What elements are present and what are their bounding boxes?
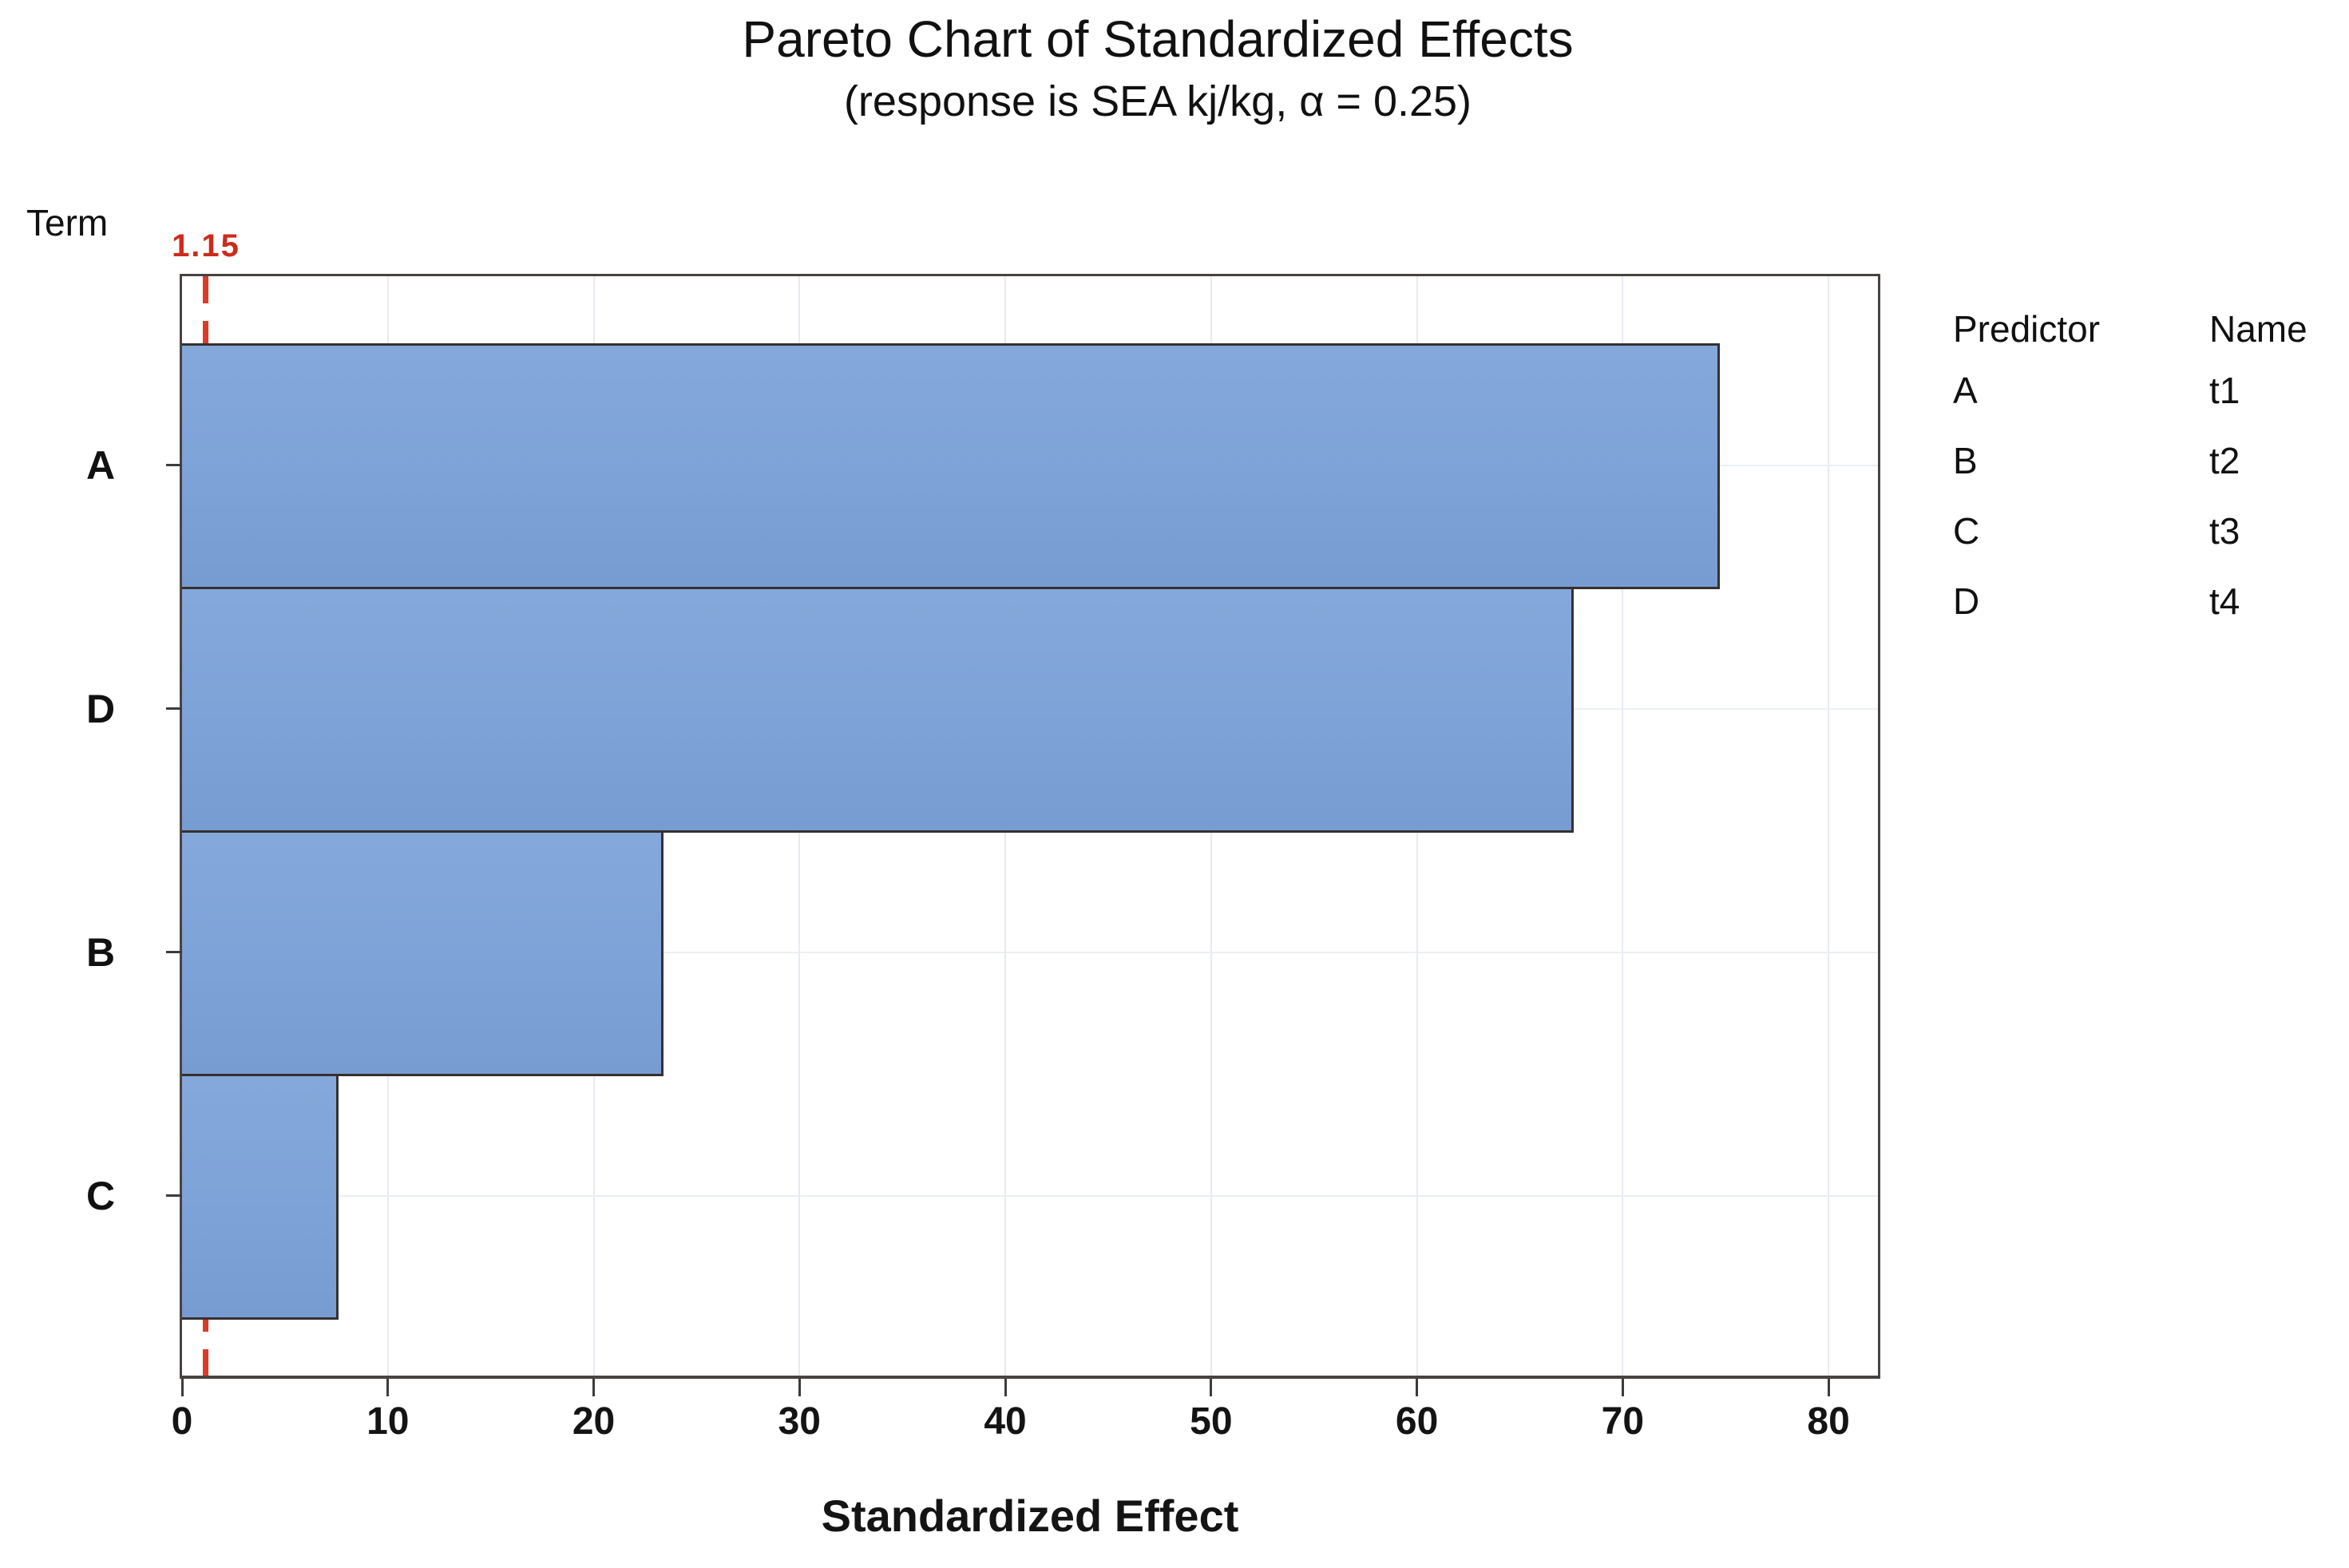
- y-tick-mark: [166, 707, 182, 710]
- legend-name: t3: [2209, 510, 2240, 552]
- x-tick-mark: [1004, 1379, 1007, 1396]
- y-tick-label: C: [85, 1173, 116, 1218]
- x-tick-label: 40: [984, 1400, 1027, 1443]
- chart-subtitle: (response is SEA kj/kg, α = 0.25): [843, 77, 1472, 125]
- x-tick-label: 30: [778, 1400, 821, 1443]
- chart-title: Pareto Chart of Standardized Effects: [742, 10, 1574, 68]
- legend-predictor: A: [1953, 370, 1978, 411]
- legend-header-name: Name: [2209, 308, 2307, 350]
- x-tick-label: 80: [1807, 1400, 1850, 1443]
- x-tick-label: 70: [1601, 1400, 1645, 1443]
- bar-B: [182, 830, 664, 1076]
- legend-name: t1: [2209, 370, 2240, 411]
- bar-C: [182, 1074, 339, 1320]
- x-tick-label: 60: [1395, 1400, 1439, 1443]
- x-tick-label: 50: [1190, 1400, 1233, 1443]
- x-tick-mark: [1621, 1379, 1624, 1396]
- legend-name: t4: [2209, 580, 2240, 622]
- x-tick-label: 10: [366, 1400, 410, 1443]
- x-tick-mark: [1416, 1379, 1419, 1396]
- x-tick-mark: [180, 1379, 184, 1396]
- horizontal-gridline: [182, 951, 1878, 953]
- vertical-gridline: [1622, 276, 1624, 1376]
- legend-predictor: B: [1953, 440, 1978, 481]
- x-tick-mark: [798, 1379, 801, 1396]
- y-tick-mark: [166, 464, 182, 466]
- bar-D: [182, 587, 1574, 833]
- vertical-gridline: [1828, 276, 1830, 1376]
- y-tick-mark: [166, 1194, 182, 1197]
- x-tick-mark: [1827, 1379, 1830, 1396]
- legend-name: t2: [2209, 440, 2240, 481]
- x-tick-label: 0: [171, 1400, 193, 1443]
- horizontal-gridline: [182, 1194, 1878, 1197]
- y-axis-ticks: A D B C: [45, 276, 182, 1376]
- y-tick-label: D: [85, 686, 116, 731]
- y-axis-title: Term: [26, 202, 109, 244]
- y-tick-label: A: [85, 442, 116, 488]
- legend-header: Predictor Name: [1953, 306, 2307, 352]
- y-tick-label: B: [85, 929, 116, 975]
- legend-header-predictor: Predictor: [1953, 308, 2101, 350]
- bar-A: [182, 343, 1720, 589]
- reference-line-label: 1.15: [172, 228, 240, 263]
- y-tick-mark: [166, 951, 182, 953]
- x-axis-title: Standardized Effect: [821, 1491, 1239, 1541]
- x-tick-mark: [386, 1379, 390, 1396]
- x-tick-mark: [592, 1379, 596, 1396]
- x-tick-label: 20: [572, 1400, 616, 1443]
- x-axis-ticks: 0 10 20 30 40 50 60 70 80: [172, 1379, 1878, 1491]
- x-tick-mark: [1210, 1379, 1213, 1396]
- legend-predictor: C: [1953, 510, 1980, 552]
- plot-area: [180, 274, 1880, 1379]
- legend-predictor: D: [1953, 580, 1980, 622]
